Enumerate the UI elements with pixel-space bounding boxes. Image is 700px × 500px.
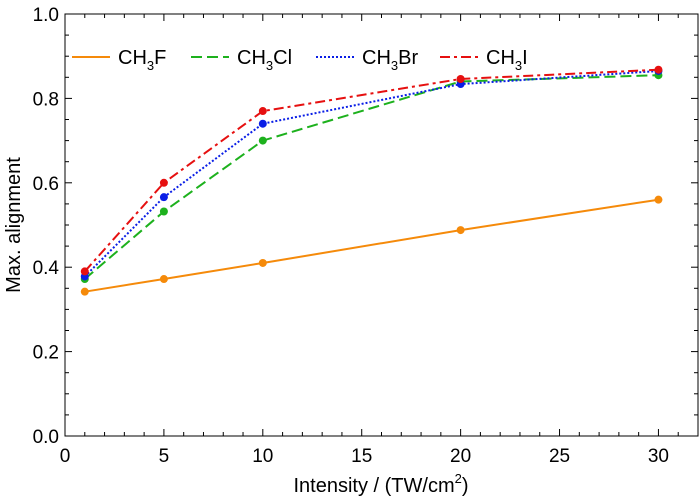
- data-point-ch3f: [159, 275, 168, 284]
- series-layer: [80, 65, 663, 296]
- legend-label-prefix: CH: [237, 47, 266, 69]
- legend-label-suffix: F: [154, 47, 166, 69]
- data-point-ch3br: [159, 193, 168, 202]
- legend-label-suffix: Cl: [273, 47, 292, 69]
- legend-label-ch3br: CH3Br: [362, 47, 418, 73]
- legend-label-prefix: CH: [362, 47, 391, 69]
- legend-label-ch3f: CH3F: [118, 47, 166, 73]
- data-point-ch3i: [159, 178, 168, 187]
- legend-label-prefix: CH: [118, 47, 147, 69]
- legend-item-ch3cl: CH3Cl: [191, 47, 292, 73]
- y-tick-label: 0.8: [33, 89, 59, 110]
- data-point-ch3f: [258, 258, 267, 267]
- legend-label-prefix: CH: [486, 47, 515, 69]
- data-point-ch3i: [258, 107, 267, 116]
- x-axis-label: Intensity / (TW/cm2): [293, 471, 468, 497]
- data-point-ch3f: [456, 226, 465, 235]
- series-line-ch3f: [84, 198, 659, 293]
- axis-ticks: 0 5 10 15 20 25 30 0.0 0.2 0.4 0.6 0.8 1.0: [33, 5, 699, 467]
- x-tick-label: 0: [60, 446, 71, 467]
- legend-label-subscript: 3: [515, 58, 522, 73]
- legend-item-ch3f: CH3F: [72, 47, 166, 73]
- legend-label-ch3i: CH3I: [486, 47, 528, 73]
- data-point-ch3br: [258, 119, 267, 128]
- x-tick-label: 30: [648, 446, 669, 467]
- series-ch3br: [80, 66, 663, 281]
- y-tick-label: 0.0: [33, 427, 59, 448]
- series-ch3i: [80, 65, 663, 276]
- y-tick-label: 0.4: [33, 258, 60, 279]
- series-ch3cl: [80, 71, 663, 284]
- legend-label-subscript: 3: [266, 58, 273, 73]
- y-tick-label: 1.0: [33, 5, 59, 26]
- legend-label-subscript: 3: [147, 58, 154, 73]
- data-point-ch3i: [456, 74, 465, 83]
- legend-item-ch3br: CH3Br: [316, 47, 418, 73]
- x-tick-label: 25: [549, 446, 570, 467]
- data-point-ch3i: [80, 267, 89, 276]
- data-point-ch3cl: [159, 207, 168, 216]
- legend-label-suffix: I: [522, 47, 528, 69]
- legend-item-ch3i: CH3I: [440, 47, 528, 73]
- legend-label-ch3cl: CH3Cl: [237, 47, 292, 73]
- x-tick-label: 15: [351, 446, 372, 467]
- legend-label-subscript: 3: [391, 58, 398, 73]
- plot-frame: [64, 13, 699, 437]
- x-axis-label-main: Intensity / (TW/cm: [293, 475, 454, 497]
- data-point-ch3cl: [258, 136, 267, 145]
- x-axis-label-close: ): [462, 475, 469, 497]
- y-tick-label: 0.2: [33, 343, 59, 364]
- x-tick-label: 5: [159, 446, 170, 467]
- data-point-ch3f: [80, 287, 89, 296]
- data-point-ch3i: [654, 65, 663, 74]
- series-ch3f: [80, 195, 663, 296]
- legend: CH3F CH3Cl CH3Br CH3I: [72, 47, 528, 73]
- data-point-ch3f: [654, 195, 663, 204]
- y-axis-label: Max. alignment: [3, 157, 25, 293]
- legend-label-suffix: Br: [398, 47, 418, 69]
- series-line-ch3i: [84, 68, 659, 273]
- x-tick-label: 10: [252, 446, 273, 467]
- y-tick-label: 0.6: [33, 174, 59, 195]
- x-axis-label-sup: 2: [455, 471, 462, 486]
- x-tick-label: 20: [450, 446, 471, 467]
